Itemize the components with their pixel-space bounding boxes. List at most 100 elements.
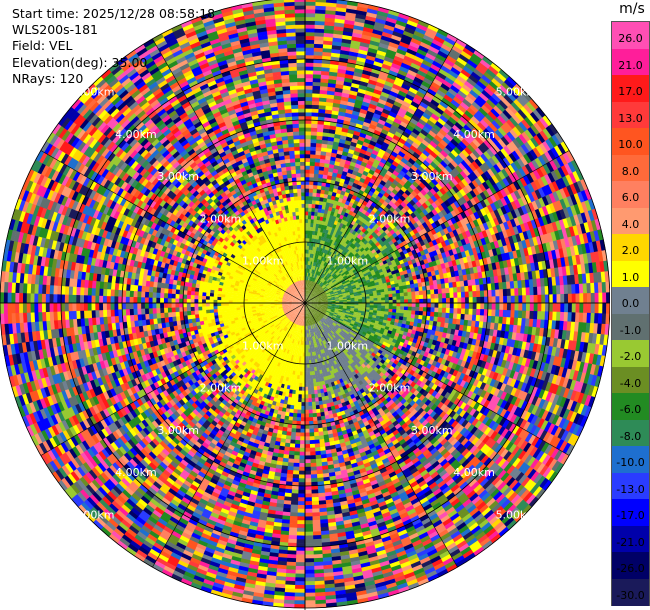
velocity-gate — [464, 110, 475, 120]
velocity-gate — [473, 112, 484, 123]
velocity-gate — [479, 59, 492, 70]
velocity-gate — [312, 230, 316, 236]
velocity-gate — [337, 226, 343, 232]
velocity-gate — [308, 272, 311, 277]
velocity-gate — [373, 303, 378, 306]
velocity-gate — [373, 129, 382, 136]
velocity-gate — [341, 245, 346, 251]
velocity-gate — [317, 116, 325, 122]
velocity-gate — [525, 287, 531, 296]
velocity-gate — [401, 117, 411, 125]
velocity-gate — [329, 63, 340, 69]
velocity-gate — [332, 236, 338, 242]
velocity-gate — [427, 24, 440, 33]
velocity-gate — [322, 275, 327, 279]
velocity-gate — [449, 127, 459, 137]
velocity-gate — [417, 145, 426, 154]
velocity-gate — [335, 126, 343, 132]
velocity-gate — [441, 288, 446, 294]
velocity-gate — [426, 70, 438, 79]
velocity-gate — [328, 163, 335, 169]
velocity-gate — [339, 235, 344, 241]
velocity-gate — [336, 173, 343, 179]
velocity-gate — [324, 21, 336, 27]
velocity-gate — [319, 216, 324, 221]
velocity-gate — [447, 130, 457, 140]
velocity-gate — [477, 121, 487, 132]
velocity-gate — [382, 125, 391, 132]
velocity-gate — [317, 120, 325, 125]
velocity-gate — [310, 284, 313, 289]
velocity-gate — [340, 250, 346, 255]
velocity-gate — [308, 207, 312, 212]
velocity-gate — [307, 287, 310, 292]
velocity-gate — [311, 238, 315, 243]
velocity-gate — [313, 269, 316, 274]
velocity-gate — [326, 272, 330, 277]
velocity-gate — [476, 303, 481, 310]
velocity-gate — [390, 137, 399, 145]
velocity-gate — [375, 155, 383, 162]
velocity-gate — [307, 279, 309, 285]
velocity-gate — [482, 56, 494, 67]
velocity-gate — [316, 215, 321, 221]
velocity-gate — [314, 270, 317, 275]
velocity-gate — [396, 306, 401, 310]
velocity-gate — [425, 156, 434, 165]
velocity-gate — [306, 283, 308, 288]
velocity-gate — [323, 124, 331, 130]
velocity-gate — [392, 83, 402, 91]
velocity-gate — [378, 42, 390, 50]
velocity-gate — [332, 232, 337, 237]
velocity-gate — [471, 127, 482, 137]
velocity-gate — [382, 108, 391, 116]
velocity-gate — [488, 95, 500, 106]
velocity-gate — [522, 295, 527, 304]
velocity-gate — [394, 97, 405, 105]
velocity-gate — [339, 244, 344, 250]
velocity-gate — [356, 91, 366, 98]
velocity-gate — [455, 107, 465, 117]
velocity-gate — [338, 165, 345, 172]
velocity-gate — [420, 62, 432, 72]
velocity-gate — [316, 235, 320, 240]
velocity-gate — [402, 79, 413, 88]
velocity-gate — [412, 151, 421, 160]
velocity-gate — [403, 292, 408, 297]
velocity-gate — [363, 93, 373, 101]
velocity-gate — [336, 267, 341, 272]
velocity-gate — [385, 170, 393, 177]
velocity-gate — [307, 292, 310, 296]
velocity-gate — [305, 16, 316, 22]
velocity-gate — [427, 153, 436, 162]
velocity-gate — [324, 109, 333, 115]
velocity-gate — [345, 244, 350, 249]
velocity-gate — [316, 219, 320, 225]
velocity-gate — [487, 303, 493, 310]
velocity-gate — [411, 310, 416, 315]
velocity-gate — [442, 303, 447, 309]
velocity-gate — [432, 38, 444, 48]
velocity-gate — [320, 189, 326, 195]
velocity-gate — [413, 187, 421, 195]
velocity-gate — [474, 124, 484, 134]
velocity-gate — [311, 203, 316, 209]
velocity-gate — [311, 104, 320, 110]
velocity-gate — [437, 50, 449, 59]
velocity-gate — [313, 51, 324, 56]
velocity-gate — [318, 104, 327, 110]
velocity-gate — [323, 280, 328, 285]
velocity-gate — [347, 245, 352, 251]
velocity-gate — [407, 306, 412, 311]
velocity-gate — [410, 131, 419, 139]
velocity-gate — [320, 244, 325, 249]
velocity-gate — [556, 303, 561, 313]
velocity-gate — [317, 212, 322, 217]
velocity-gate — [305, 24, 316, 29]
velocity-gate — [308, 284, 310, 289]
velocity-gate — [310, 280, 313, 285]
velocity-gate — [394, 166, 402, 174]
velocity-gate — [312, 226, 316, 232]
velocity-gate — [313, 58, 323, 64]
velocity-gate — [398, 160, 407, 168]
